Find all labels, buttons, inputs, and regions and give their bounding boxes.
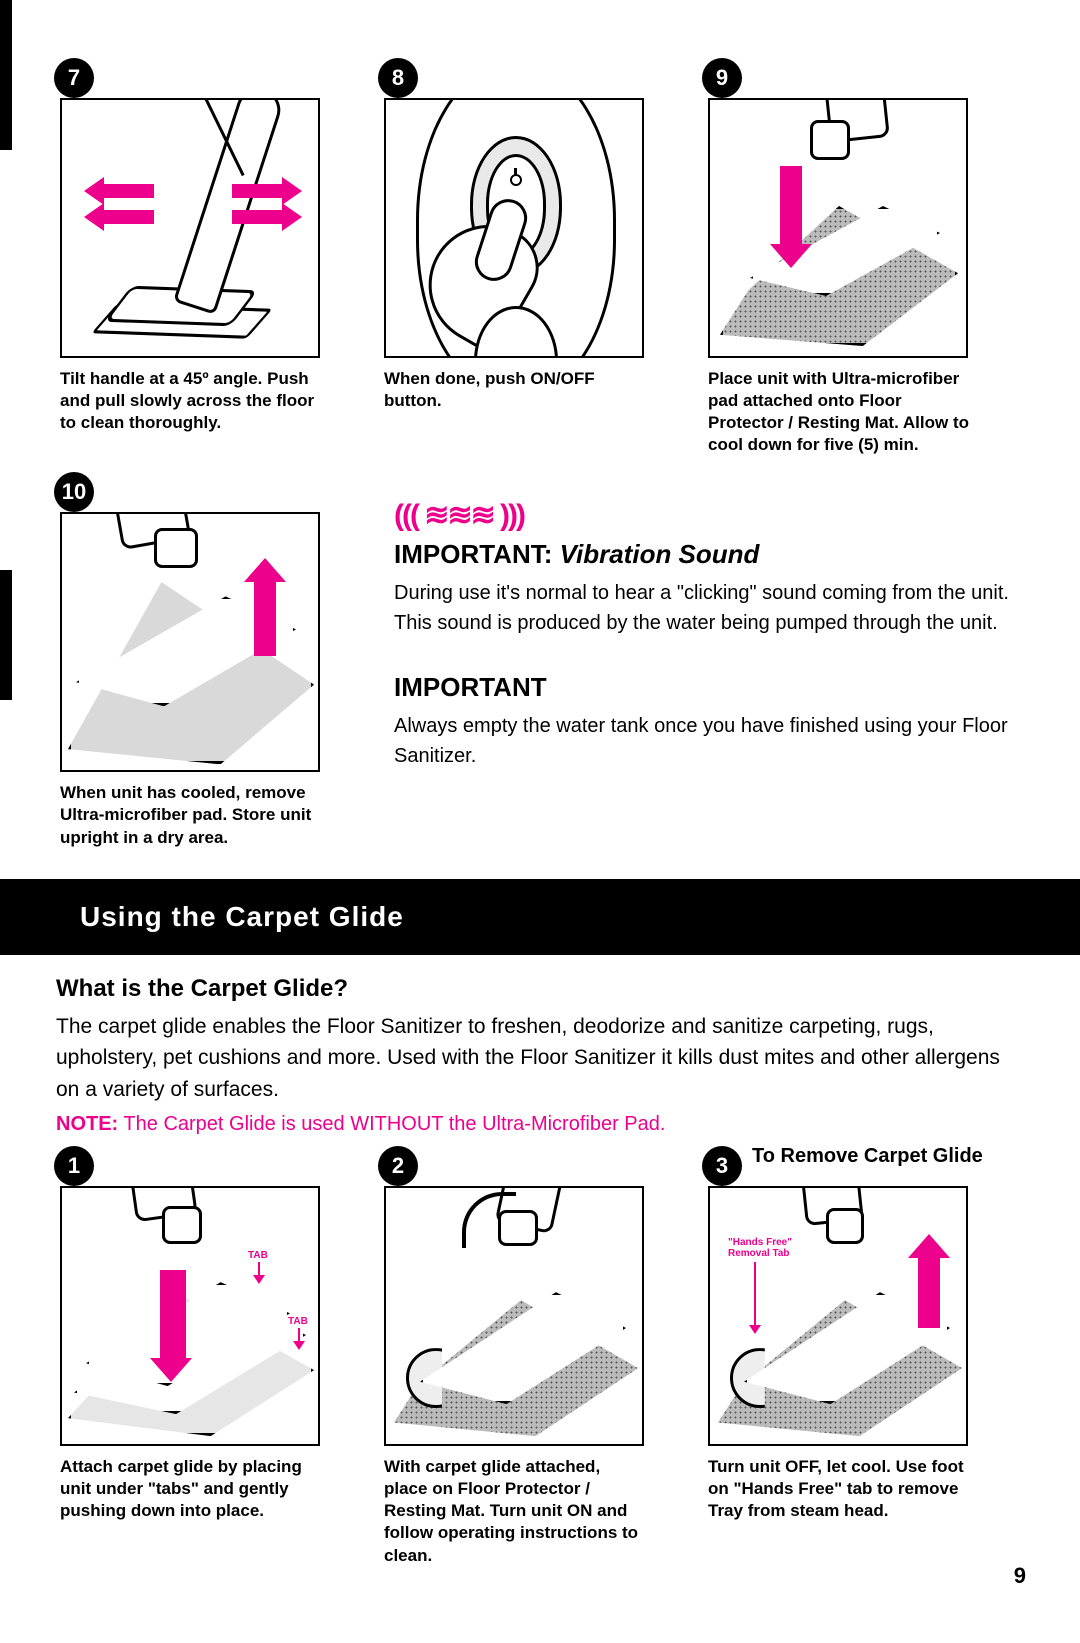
important-heading: IMPORTANT: Vibration Sound	[394, 539, 1014, 570]
step-10: 10 When unit has cooled, remove Ultra-mi…	[56, 474, 344, 848]
step-8: 8 When done, push ON/OFF button.	[380, 60, 668, 456]
step-illustration	[708, 98, 968, 358]
steps-row-top: 7 Tilt handle at a 45º angle. Push and p…	[56, 60, 1024, 456]
important-subhead: Vibration Sound	[560, 539, 760, 569]
carpet-glide-intro: What is the Carpet Glide? The carpet gli…	[56, 975, 1024, 1137]
step-badge: 1	[54, 1146, 94, 1186]
steps-row-bottom: 1 TAB TAB Attach carpet glide by placing…	[56, 1148, 1024, 1566]
steps-row-2: 10 When unit has cooled, remove Ultra-mi…	[56, 474, 1024, 848]
step-7: 7 Tilt handle at a 45º angle. Push and p…	[56, 60, 344, 456]
section-header-bar: Using the Carpet Glide	[0, 879, 1080, 955]
step-caption: When unit has cooled, remove Ultra-micro…	[60, 782, 324, 848]
important-heading-2: IMPORTANT	[394, 672, 1014, 703]
note-label: NOTE:	[56, 1113, 118, 1135]
vibration-icon: ((( ≋≋≋ )))	[394, 498, 1014, 533]
carpet-question-body: The carpet glide enables the Floor Sanit…	[56, 1011, 1024, 1106]
carpet-step-1: 1 TAB TAB Attach carpet glide by placing…	[56, 1148, 344, 1566]
step-caption: With carpet glide attached, place on Flo…	[384, 1456, 648, 1566]
note-body: The Carpet Glide is used WITHOUT the Ult…	[123, 1113, 665, 1135]
step-illustration: TAB TAB	[60, 1186, 320, 1446]
step-caption: Tilt handle at a 45º angle. Push and pul…	[60, 368, 324, 434]
tab-label: TAB	[248, 1250, 268, 1261]
step-caption: Turn unit OFF, let cool. Use foot on "Ha…	[708, 1456, 972, 1522]
carpet-question-heading: What is the Carpet Glide?	[56, 975, 1024, 1003]
important-label: IMPORTANT:	[394, 539, 552, 569]
step-badge: 7	[54, 58, 94, 98]
step-illustration	[60, 98, 320, 358]
step-badge: 3	[702, 1146, 742, 1186]
step-badge: 8	[378, 58, 418, 98]
step-illustration	[384, 1186, 644, 1446]
important-block: ((( ≋≋≋ ))) IMPORTANT: Vibration Sound D…	[394, 498, 1014, 848]
step-badge: 10	[54, 472, 94, 512]
carpet-step-3-title: To Remove Carpet Glide	[752, 1144, 983, 1168]
carpet-step-3: 3 To Remove Carpet Glide "Hands Free" Re…	[704, 1148, 992, 1566]
page-number: 9	[1014, 1563, 1026, 1589]
step-caption: When done, push ON/OFF button.	[384, 368, 648, 412]
tab-label: TAB	[288, 1316, 308, 1327]
step-9: 9 Place unit with Ultra-microfiber pad a…	[704, 60, 992, 456]
important-body: During use it's normal to hear a "clicki…	[394, 578, 1014, 638]
carpet-note: NOTE: The Carpet Glide is used WITHOUT t…	[56, 1113, 1024, 1136]
step-badge: 9	[702, 58, 742, 98]
step-caption: Place unit with Ultra-microfiber pad att…	[708, 368, 972, 456]
step-illustration: "Hands Free" Removal Tab	[708, 1186, 968, 1446]
manual-page: 7 Tilt handle at a 45º angle. Push and p…	[0, 0, 1080, 1625]
step-caption: Attach carpet glide by placing unit unde…	[60, 1456, 324, 1522]
step-illustration	[60, 512, 320, 772]
step-badge: 2	[378, 1146, 418, 1186]
step-illustration	[384, 98, 644, 358]
hands-free-label: "Hands Free" Removal Tab	[728, 1238, 792, 1259]
carpet-step-2: 2 With carpet glide attached, place on F…	[380, 1148, 668, 1566]
important-body-2: Always empty the water tank once you hav…	[394, 711, 1014, 771]
